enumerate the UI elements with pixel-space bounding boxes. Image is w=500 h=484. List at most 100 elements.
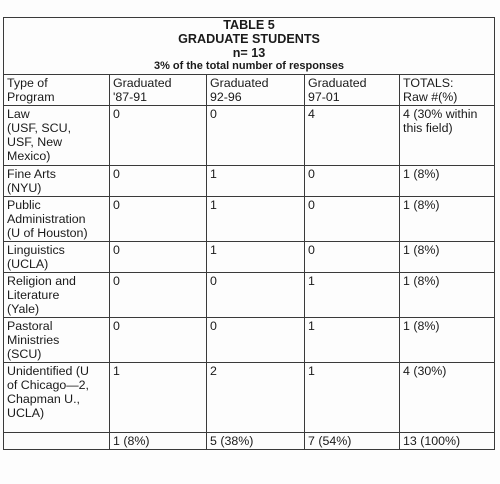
program-cell-line: (Yale)	[7, 302, 40, 316]
header-line: 92-96	[210, 90, 242, 104]
table-title: TABLE 5 GRADUATE STUDENTS n= 13 3% of th…	[2, 17, 496, 75]
total-cell-line: 4 (30%)	[403, 364, 447, 378]
table-title-row: TABLE 5 GRADUATE STUDENTS n= 13 3% of th…	[2, 17, 496, 75]
program-cell: Law (USF, SCU, USF, New Mexico)	[3, 105, 110, 166]
table-row: Public Administration (U of Houston) 0 1 0 1 (…	[3, 196, 496, 242]
program-cell-line: Ministries	[7, 333, 60, 347]
total-cell: 1 (8%)	[398, 165, 496, 197]
program-cell-line: Pastoral	[7, 319, 53, 333]
graduated-87-91-cell: 0	[109, 196, 207, 242]
program-cell-line: Public	[7, 198, 41, 212]
header-line: Graduated	[113, 76, 172, 90]
program-cell-line: Administration	[7, 212, 86, 226]
graduate-students-table: TABLE 5 GRADUATE STUDENTS n= 13 3% of th…	[2, 17, 496, 450]
header-cell-97-01: Graduated 97-01	[304, 74, 400, 106]
program-cell-line: Law	[7, 107, 30, 121]
total-cell-line: this field)	[403, 121, 453, 135]
program-cell-line: Fine Arts	[7, 167, 56, 181]
total-cell: 4 (30%)	[398, 362, 496, 433]
total-cell-line: 1 (8%)	[403, 167, 440, 181]
program-cell-line: of Chicago—2,	[7, 378, 89, 392]
graduated-92-96-cell: 0	[206, 317, 305, 363]
graduated-92-96-cell: 1	[206, 196, 305, 242]
graduated-87-91-cell: 0	[109, 241, 207, 273]
title-line-4: 3% of the total number of responses	[153, 60, 345, 72]
graduated-92-96-cell: 0	[206, 105, 305, 166]
totals-97-01-cell: 7 (54%)	[304, 432, 400, 450]
graduated-87-91-cell: 0	[109, 272, 207, 318]
total-cell: 1 (8%)	[398, 317, 496, 363]
graduated-97-01-cell: 4	[304, 105, 400, 166]
program-cell-line: Linguistics	[7, 243, 65, 257]
graduated-97-01-cell: 0	[304, 196, 400, 242]
total-cell: 1 (8%)	[398, 272, 496, 318]
totals-row: 1 (8%) 5 (38%) 7 (54%) 13 (100%)	[3, 432, 496, 450]
program-cell-line: (NYU)	[7, 181, 42, 195]
program-cell-line: USF, New	[7, 135, 63, 149]
graduated-92-96-cell: 1	[206, 165, 305, 197]
table-row: Law (USF, SCU, USF, New Mexico) 0 0 4 4 (30% wi…	[3, 105, 496, 166]
total-cell: 1 (8%)	[398, 241, 496, 273]
header-line: TOTALS:	[403, 76, 454, 90]
program-cell-line: Literature	[7, 288, 60, 302]
graduated-92-96-cell: 2	[206, 362, 305, 433]
header-cell-87-91: Graduated '87-91	[109, 74, 207, 106]
header-row: Type of Program Graduated '87-91 Graduated…	[3, 74, 496, 106]
total-cell-line: 1 (8%)	[403, 274, 440, 288]
header-cell-program: Type of Program	[3, 74, 110, 106]
totals-program-cell	[3, 432, 110, 450]
program-cell-line: (U of Houston)	[7, 226, 88, 240]
graduated-87-91-cell: 1	[109, 362, 207, 433]
program-cell: Linguistics (UCLA)	[3, 241, 110, 273]
graduated-97-01-cell: 0	[304, 241, 400, 273]
totals-92-96-cell: 5 (38%)	[206, 432, 305, 450]
graduated-87-91-cell: 0	[109, 165, 207, 197]
total-cell-line: 1 (8%)	[403, 198, 440, 212]
graduated-97-01-cell: 1	[304, 362, 400, 433]
table-row: Pastoral Ministries (SCU) 0 0 1 1 (8%)	[3, 317, 496, 363]
program-cell-line: Mexico)	[7, 149, 51, 163]
total-cell-line: 1 (8%)	[403, 319, 440, 333]
program-cell-line: Chapman U.,	[7, 392, 81, 406]
program-cell: Unidentified (U of Chicago—2, Chapman U., U…	[3, 362, 110, 433]
program-cell-line: (USF, SCU,	[7, 121, 72, 135]
title-line-1: TABLE 5	[223, 18, 275, 32]
program-cell-line: (SCU)	[7, 347, 42, 361]
program-cell-line: (UCLA)	[7, 257, 49, 271]
table-row: Fine Arts (NYU) 0 1 0 1 (8%)	[3, 165, 496, 197]
graduated-87-91-cell: 0	[109, 105, 207, 166]
total-cell: 1 (8%)	[398, 196, 496, 242]
program-cell: Public Administration (U of Houston)	[3, 196, 110, 242]
header-line: Graduated	[210, 76, 269, 90]
total-cell-line: 4 (30% within	[403, 107, 478, 121]
program-cell: Pastoral Ministries (SCU)	[3, 317, 110, 363]
totals-total-cell: 13 (100%)	[398, 432, 496, 450]
title-line-3: n= 13	[232, 46, 266, 60]
graduated-92-96-cell: 0	[206, 272, 305, 318]
graduated-97-01-cell: 1	[304, 272, 400, 318]
title-line-2: GRADUATE STUDENTS	[178, 32, 320, 46]
header-line: Raw #(%)	[403, 90, 458, 104]
header-line: Graduated	[308, 76, 367, 90]
table-row: Unidentified (U of Chicago—2, Chapman U., U…	[3, 362, 496, 433]
program-cell-line: UCLA)	[7, 406, 45, 420]
total-cell: 4 (30% within this field)	[398, 105, 496, 166]
graduated-97-01-cell: 0	[304, 165, 400, 197]
table-row: Religion and Literature (Yale) 0 0 1 1 (8%)	[3, 272, 496, 318]
graduated-92-96-cell: 1	[206, 241, 305, 273]
program-cell: Fine Arts (NYU)	[3, 165, 110, 197]
graduated-87-91-cell: 0	[109, 317, 207, 363]
totals-87-91-cell: 1 (8%)	[109, 432, 207, 450]
header-cell-92-96: Graduated 92-96	[206, 74, 305, 106]
program-cell: Religion and Literature (Yale)	[3, 272, 110, 318]
header-line: '87-91	[113, 90, 148, 104]
table-row: Linguistics (UCLA) 0 1 0 1 (8%)	[3, 241, 496, 273]
graduated-97-01-cell: 1	[304, 317, 400, 363]
header-line: Type of	[7, 76, 48, 90]
program-cell-line: Religion and	[7, 274, 76, 288]
program-cell-line: Unidentified (U	[7, 364, 89, 378]
header-cell-totals: TOTALS: Raw #(%)	[398, 74, 496, 106]
header-line: Program	[7, 90, 55, 104]
total-cell-line: 1 (8%)	[403, 243, 440, 257]
